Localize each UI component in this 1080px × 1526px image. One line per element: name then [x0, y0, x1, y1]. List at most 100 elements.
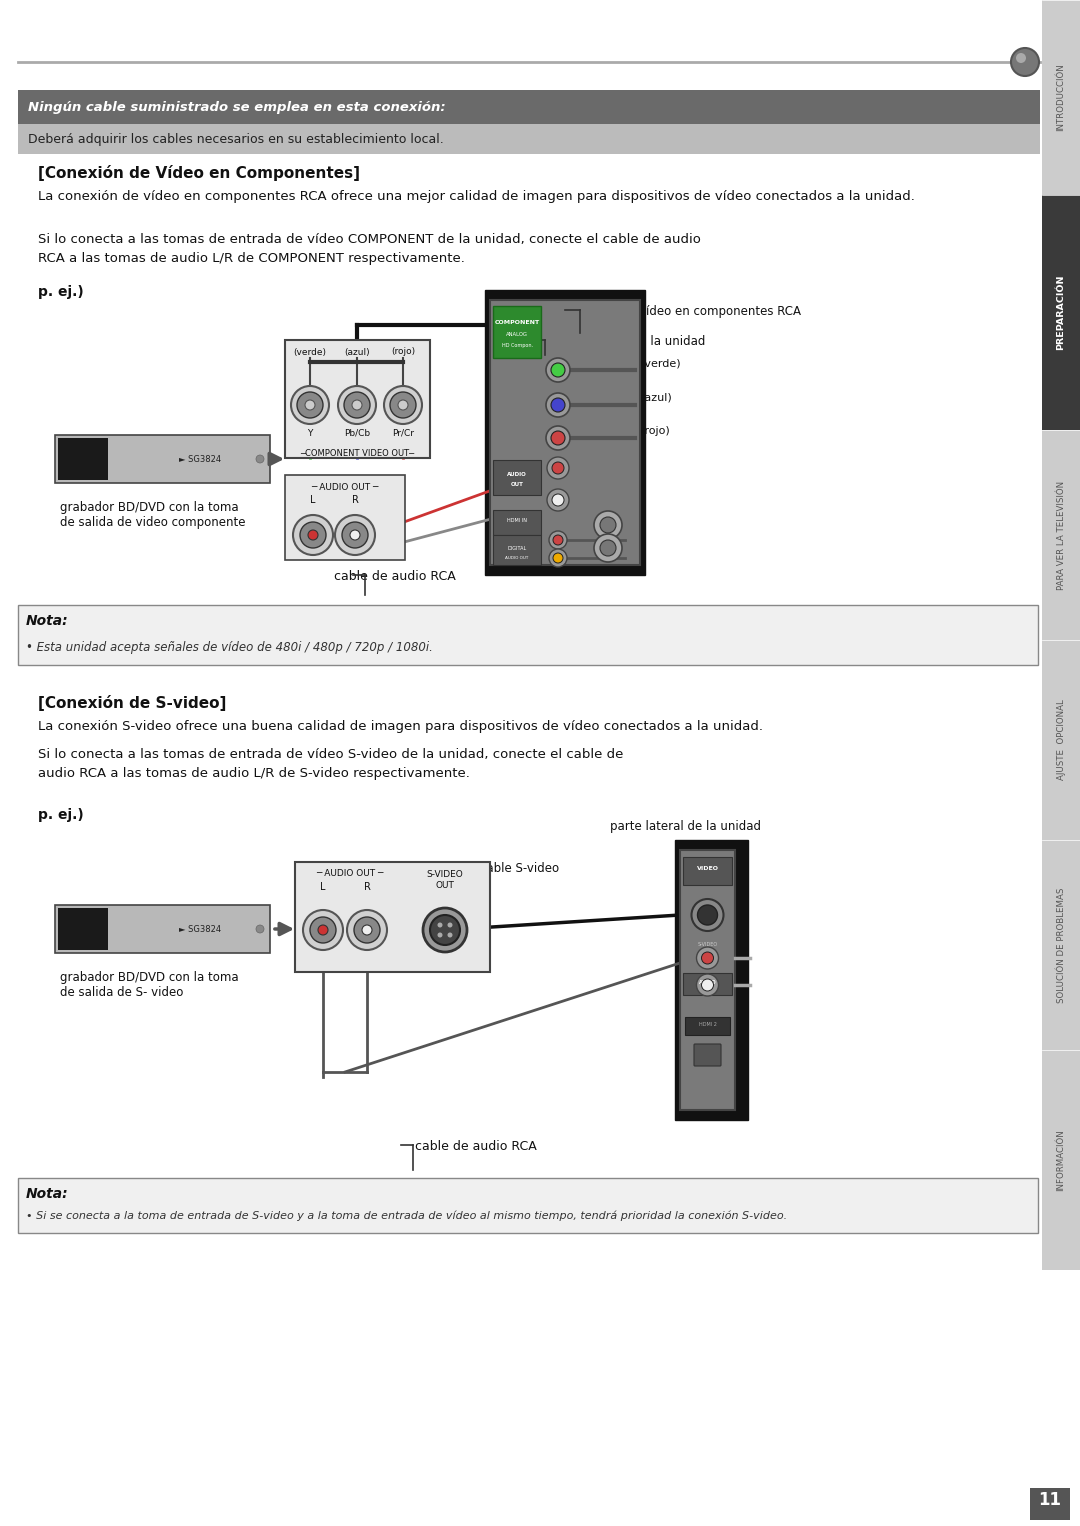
Text: cable de audio RCA: cable de audio RCA	[415, 1140, 537, 1154]
Circle shape	[347, 909, 387, 951]
FancyBboxPatch shape	[485, 290, 645, 575]
FancyBboxPatch shape	[683, 858, 732, 885]
Circle shape	[338, 386, 376, 424]
FancyBboxPatch shape	[18, 90, 1040, 124]
Circle shape	[1016, 53, 1026, 63]
Circle shape	[362, 925, 372, 935]
Circle shape	[551, 398, 565, 412]
FancyBboxPatch shape	[1030, 1488, 1070, 1520]
Circle shape	[551, 430, 565, 446]
FancyBboxPatch shape	[1042, 0, 1080, 195]
Text: COMPONENT: COMPONENT	[495, 319, 540, 325]
FancyBboxPatch shape	[685, 1016, 730, 1035]
Circle shape	[552, 462, 564, 475]
Text: Nota:: Nota:	[26, 613, 69, 629]
FancyBboxPatch shape	[18, 1178, 1038, 1233]
Text: OUT: OUT	[511, 482, 524, 487]
Text: Pr/Cr: Pr/Cr	[392, 429, 414, 438]
Text: Pb/Cb: Pb/Cb	[343, 429, 370, 438]
FancyBboxPatch shape	[1042, 430, 1080, 639]
Circle shape	[430, 916, 460, 945]
Circle shape	[594, 534, 622, 562]
FancyBboxPatch shape	[1042, 639, 1080, 839]
Circle shape	[297, 392, 323, 418]
Circle shape	[447, 923, 453, 928]
Text: ► SG3824: ► SG3824	[179, 455, 221, 464]
Circle shape	[697, 948, 718, 969]
Circle shape	[384, 386, 422, 424]
Text: ─ AUDIO OUT ─: ─ AUDIO OUT ─	[316, 870, 383, 879]
FancyBboxPatch shape	[492, 536, 541, 565]
Text: PREPARACIÓN: PREPARACIÓN	[1056, 275, 1066, 351]
FancyBboxPatch shape	[18, 604, 1038, 665]
FancyBboxPatch shape	[55, 435, 270, 484]
Circle shape	[546, 488, 569, 511]
Circle shape	[691, 899, 724, 931]
Circle shape	[437, 923, 443, 928]
Text: AUDIO OUT: AUDIO OUT	[505, 555, 529, 560]
Text: ─ AUDIO OUT ─: ─ AUDIO OUT ─	[311, 482, 379, 491]
FancyBboxPatch shape	[18, 124, 1040, 154]
Text: SOLUCIÓN DE PROBLEMAS: SOLUCIÓN DE PROBLEMAS	[1056, 887, 1066, 1003]
FancyBboxPatch shape	[683, 974, 732, 995]
Circle shape	[447, 932, 453, 937]
Text: HDMI 2: HDMI 2	[699, 1021, 716, 1027]
Circle shape	[318, 925, 328, 935]
FancyBboxPatch shape	[1042, 195, 1080, 430]
Text: INTRODUCCIÓN: INTRODUCCIÓN	[1056, 64, 1066, 131]
Circle shape	[702, 952, 714, 964]
FancyBboxPatch shape	[1042, 1050, 1080, 1270]
Circle shape	[551, 363, 565, 377]
Text: AUDIO: AUDIO	[699, 980, 716, 984]
Text: • Si se conecta a la toma de entrada de S-video y a la toma de entrada de vídeo : • Si se conecta a la toma de entrada de …	[26, 1210, 787, 1221]
Text: S-VIDEO
OUT: S-VIDEO OUT	[427, 870, 463, 890]
FancyBboxPatch shape	[58, 908, 108, 951]
Circle shape	[1011, 47, 1039, 76]
FancyBboxPatch shape	[680, 850, 735, 1109]
Text: cable S-video: cable S-video	[480, 862, 559, 874]
FancyBboxPatch shape	[58, 438, 108, 481]
Circle shape	[256, 455, 264, 462]
FancyBboxPatch shape	[492, 510, 541, 536]
Text: Si lo conecta a las tomas de entrada de vídeo COMPONENT de la unidad, conecte el: Si lo conecta a las tomas de entrada de …	[38, 233, 701, 266]
Circle shape	[345, 392, 370, 418]
Circle shape	[546, 426, 570, 450]
Circle shape	[256, 925, 264, 932]
Circle shape	[350, 530, 360, 540]
Text: HD Compon.: HD Compon.	[501, 343, 532, 348]
Text: AUDIO: AUDIO	[508, 473, 527, 478]
Circle shape	[549, 549, 567, 568]
FancyBboxPatch shape	[492, 459, 541, 494]
Text: grabador BD/DVD con la toma: grabador BD/DVD con la toma	[60, 501, 239, 514]
Text: AJUSTE  OPCIONAL: AJUSTE OPCIONAL	[1056, 699, 1066, 780]
Text: ─COMPONENT VIDEO OUT─: ─COMPONENT VIDEO OUT─	[300, 449, 415, 458]
Text: R: R	[364, 882, 370, 893]
Circle shape	[308, 530, 318, 540]
Text: (azul): (azul)	[345, 348, 369, 357]
Circle shape	[399, 400, 408, 410]
Text: La conexión de vídeo en componentes RCA ofrece una mejor calidad de imagen para : La conexión de vídeo en componentes RCA …	[38, 191, 915, 203]
Text: PARA VER LA TELEVISIÓN: PARA VER LA TELEVISIÓN	[1056, 481, 1066, 589]
Text: 11: 11	[1039, 1491, 1062, 1509]
Text: L: L	[321, 882, 326, 893]
Circle shape	[549, 531, 567, 549]
FancyBboxPatch shape	[694, 1044, 721, 1067]
Text: p. ej.): p. ej.)	[38, 807, 84, 823]
Text: (verde): (verde)	[640, 359, 680, 368]
Text: (rojo): (rojo)	[640, 426, 670, 436]
Text: INFORMACIÓN: INFORMACIÓN	[1056, 1129, 1066, 1190]
Circle shape	[354, 917, 380, 943]
FancyBboxPatch shape	[58, 438, 108, 481]
Text: R: R	[352, 494, 359, 505]
Text: [Conexión de Vídeo en Componentes]: [Conexión de Vídeo en Componentes]	[38, 165, 360, 182]
Circle shape	[600, 517, 616, 533]
Text: Nota:: Nota:	[26, 1187, 69, 1201]
Text: DIGITAL: DIGITAL	[508, 545, 527, 551]
Text: Deberá adquirir los cables necesarios en su establecimiento local.: Deberá adquirir los cables necesarios en…	[28, 133, 444, 145]
Text: (verde): (verde)	[294, 348, 326, 357]
Circle shape	[546, 394, 570, 417]
Circle shape	[437, 932, 443, 937]
Circle shape	[698, 905, 717, 925]
Text: S-VIDEO: S-VIDEO	[698, 943, 717, 948]
Text: parte lateral de la unidad: parte lateral de la unidad	[610, 819, 761, 833]
